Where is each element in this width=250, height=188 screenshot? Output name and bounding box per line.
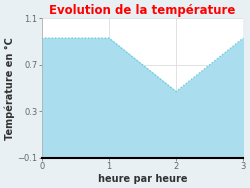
Y-axis label: Température en °C: Température en °C: [4, 37, 15, 139]
X-axis label: heure par heure: heure par heure: [98, 174, 187, 184]
Title: Evolution de la température: Evolution de la température: [49, 4, 236, 17]
